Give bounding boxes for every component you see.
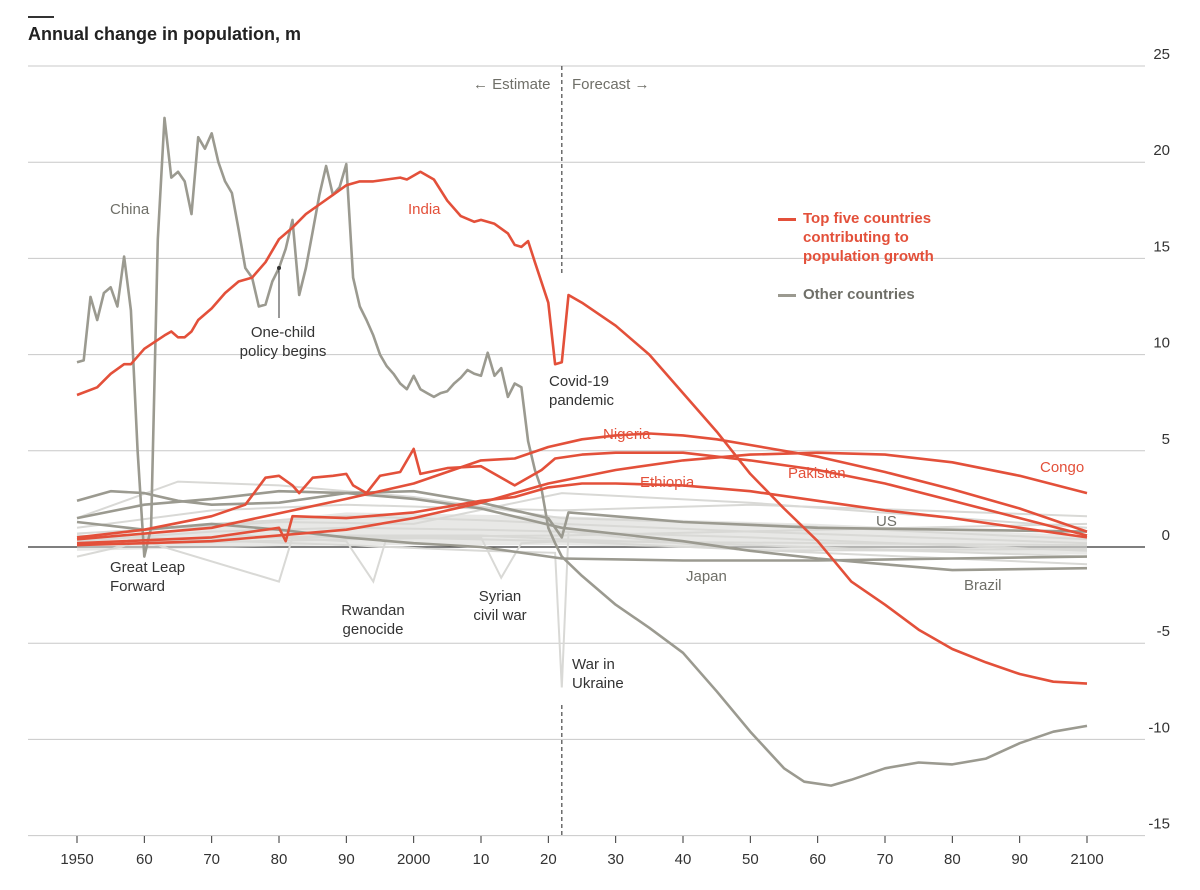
- series-line-india: [76, 170, 1088, 685]
- forecast-label: Forecast →: [572, 76, 650, 93]
- y-tick-label: -5: [1157, 623, 1170, 640]
- legend-text: Other countries: [803, 286, 915, 303]
- annotation-line: One-child: [250, 324, 316, 341]
- annotation-line: Rwandan: [341, 602, 405, 619]
- x-tick-label: 70: [877, 851, 894, 868]
- india-label: India: [408, 201, 441, 218]
- y-tick-label: 5: [1162, 431, 1170, 448]
- series-line-china: [76, 116, 1088, 787]
- one-child-annotation: One-child policy begins: [240, 323, 327, 361]
- us-label: US: [876, 513, 897, 530]
- ethiopia-label: Ethiopia: [640, 474, 695, 491]
- x-tick-label: 90: [338, 851, 355, 868]
- y-tick-label: 15: [1153, 238, 1170, 255]
- x-tick-label: 80: [271, 851, 288, 868]
- legend-top-five: Top five countries contributing to popul…: [778, 209, 934, 266]
- header-rule: [28, 16, 54, 18]
- nigeria-label: Nigeria: [603, 426, 651, 443]
- x-tick-label: 2100: [1070, 851, 1103, 868]
- estimate-label: ← Estimate: [473, 76, 551, 93]
- annotation-line: civil war: [473, 607, 527, 624]
- chart-title: Annual change in population, m: [28, 24, 301, 44]
- series-line-pakistan: [76, 447, 1088, 539]
- x-tick-label: 50: [742, 851, 759, 868]
- x-tick-label: 90: [1011, 851, 1028, 868]
- annotation-line: Ukraine: [572, 675, 624, 692]
- series-line-congo: [76, 451, 1088, 547]
- x-tick-label: 10: [473, 851, 490, 868]
- legend-text: contributing to: [803, 229, 909, 246]
- x-tick-label: 70: [203, 851, 220, 868]
- y-tick-label: -10: [1148, 719, 1170, 736]
- rwanda-annotation: Rwandan genocide: [341, 601, 404, 639]
- series-line-brazil: [76, 489, 1088, 572]
- annotation-line: Covid-19: [549, 373, 610, 390]
- pakistan-label: Pakistan: [788, 465, 846, 482]
- legend-swatch-red: [778, 218, 796, 221]
- x-tick-label: 60: [136, 851, 153, 868]
- japan-label: Japan: [686, 568, 727, 585]
- legend-swatch-gray: [778, 294, 796, 297]
- ukraine-annotation: War in Ukraine: [572, 655, 624, 693]
- annotation-line: Forward: [110, 578, 166, 595]
- annotation-line: War in: [572, 656, 615, 673]
- legend-text: Top five countries: [803, 210, 932, 227]
- legend-other: Other countries: [778, 285, 915, 304]
- annotation-line: Syrian: [478, 588, 522, 605]
- x-tick-label: 60: [809, 851, 826, 868]
- y-tick-label: 25: [1153, 46, 1170, 63]
- congo-label: Congo: [1040, 459, 1085, 476]
- other-countries-band: [77, 512, 1087, 555]
- x-tick-label: 2000: [397, 851, 430, 868]
- annotation-line: genocide: [342, 621, 404, 638]
- x-tick-label: 1950: [60, 851, 93, 868]
- syria-annotation: Syrian civil war: [473, 587, 526, 625]
- x-tick-label: 20: [540, 851, 557, 868]
- x-tick-label: 30: [607, 851, 624, 868]
- x-tick-label: 40: [675, 851, 692, 868]
- y-tick-label: 10: [1153, 335, 1170, 352]
- brazil-label: Brazil: [964, 577, 1002, 594]
- y-tick-label: 0: [1162, 527, 1170, 544]
- y-tick-label: 20: [1153, 142, 1170, 159]
- annotation-pointer-dot: [277, 266, 281, 270]
- great-leap-annotation: Great Leap Forward: [110, 558, 185, 596]
- y-tick-label: -15: [1148, 816, 1170, 833]
- x-tick-label: 80: [944, 851, 961, 868]
- annotation-line: pandemic: [549, 392, 615, 409]
- series-line-ethiopia: [76, 482, 1088, 545]
- series-line-us: [76, 489, 1088, 539]
- series-line-nigeria: [76, 432, 1088, 541]
- annotation-line: Great Leap: [110, 559, 186, 576]
- covid-annotation: Covid-19 pandemic: [549, 372, 615, 410]
- china-label: China: [110, 201, 150, 218]
- legend-text: population growth: [803, 248, 934, 265]
- annotation-line: policy begins: [239, 343, 327, 360]
